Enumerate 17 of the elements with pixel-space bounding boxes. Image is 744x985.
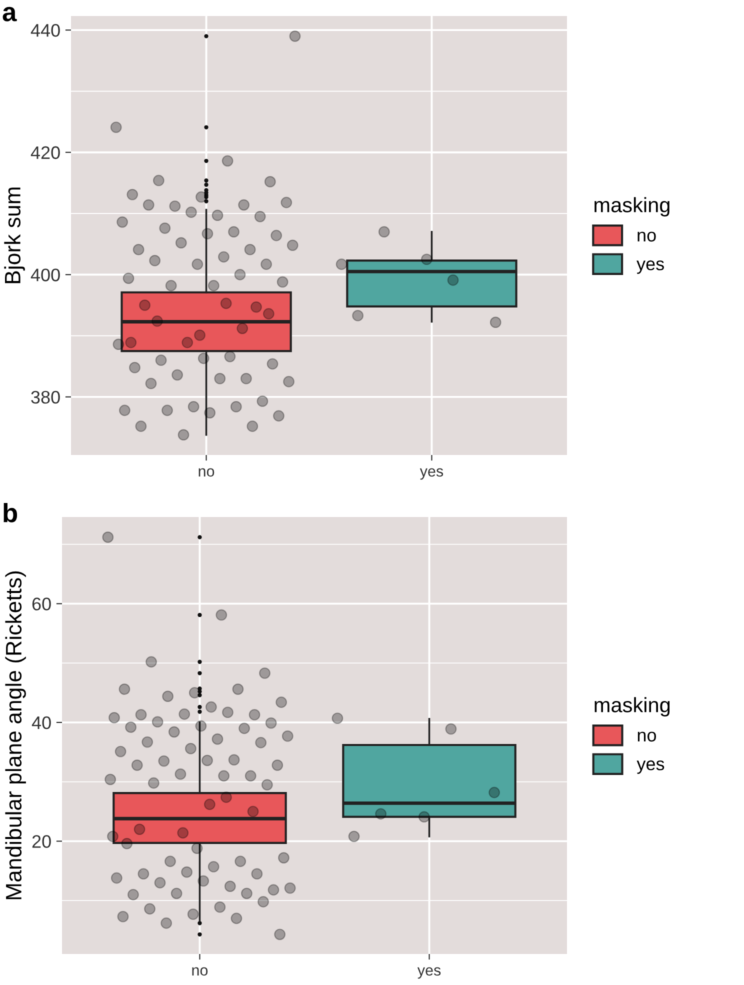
- y-tick-label: 20: [32, 835, 51, 848]
- chart-title: a: [2, 6, 17, 22]
- legend-title: masking: [594, 197, 670, 216]
- y-tick-label: 60: [32, 598, 51, 610]
- y-tick-label: 440: [30, 24, 60, 37]
- legend-label: yes: [636, 760, 664, 774]
- y-tick-label: 40: [32, 716, 51, 730]
- y-axis-title: Bjork sum: [4, 188, 25, 284]
- legend-title: masking: [594, 697, 670, 716]
- legend-label: no: [638, 732, 656, 742]
- y-axis-title: Mandibular plane angle (Ricketts): [5, 571, 26, 900]
- chart-title: b: [4, 503, 18, 522]
- y-tick-label: 400: [30, 268, 60, 282]
- legend-label: no: [638, 232, 656, 242]
- y-tick-label: 420: [30, 146, 60, 160]
- legend-label: yes: [636, 260, 664, 274]
- y-tick-label: 380: [31, 390, 60, 404]
